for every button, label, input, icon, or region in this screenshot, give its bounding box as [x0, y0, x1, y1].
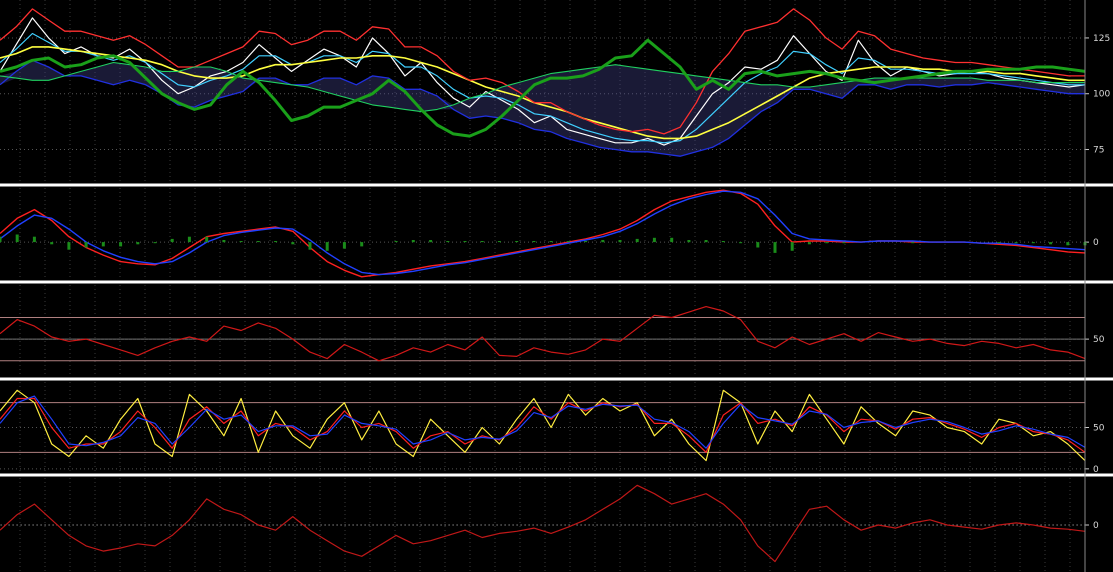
histogram-bar [446, 241, 450, 243]
y-tick-label: 50 [1093, 335, 1105, 345]
y-tick-label: 50 [1093, 424, 1105, 434]
y-tick-label: 0 [1093, 521, 1099, 531]
histogram-bar [170, 238, 174, 243]
histogram-bar [790, 242, 794, 251]
histogram-bar [825, 242, 829, 244]
series-line-price-overlay-6 [0, 38, 1086, 138]
panel-rsi: 50 [0, 285, 1105, 377]
series-line-momentum-0 [0, 484, 1086, 563]
histogram-bar [997, 242, 1001, 244]
y-tick-label: 100 [1093, 90, 1110, 100]
panel-price-overlay: 75 100 125 [0, 0, 1110, 183]
histogram-bar [15, 234, 19, 243]
histogram-bar [1049, 242, 1053, 245]
panel-macd: 0 [0, 188, 1099, 280]
panel-separator [0, 183, 1113, 187]
histogram-bar [187, 236, 191, 243]
histogram-bar [773, 242, 777, 253]
y-tick-label: 0 [1093, 238, 1099, 248]
panel-separator [0, 377, 1113, 381]
y-tick-label: 0 [1093, 465, 1099, 475]
histogram-bar [911, 242, 915, 244]
histogram-bar [101, 242, 105, 247]
histogram-bar [549, 241, 553, 243]
histogram-bar [50, 242, 54, 245]
histogram-bar [205, 236, 209, 243]
histogram-bar [153, 242, 157, 244]
histogram-bar [394, 241, 398, 243]
histogram-bar [325, 242, 329, 251]
histogram-bar [222, 240, 226, 243]
histogram-bar [32, 236, 36, 243]
histogram-bar [136, 242, 140, 245]
histogram-bar [584, 241, 588, 243]
histogram-bar [687, 240, 691, 243]
histogram-bar [601, 240, 605, 243]
histogram-bar [1014, 242, 1018, 244]
panel-separator [0, 280, 1113, 284]
series-line-price-overlay-2 [0, 46, 1085, 140]
series-line-rsi-0 [0, 306, 1086, 362]
histogram-bar [532, 241, 536, 243]
series-line-stochastic-2 [0, 395, 1086, 449]
histogram-bar [429, 240, 433, 243]
series-line-price-overlay-1 [0, 32, 1085, 144]
histogram-bar [756, 242, 760, 248]
histogram-bar [411, 240, 415, 243]
histogram-bar [842, 242, 846, 244]
panel-stochastic: 0 50 [0, 382, 1105, 475]
histogram-bar [1031, 242, 1035, 244]
histogram-bar [704, 240, 708, 243]
histogram-bar [515, 241, 519, 243]
histogram-bar [342, 242, 346, 249]
histogram-bar [291, 242, 295, 245]
histogram-bar [497, 241, 501, 243]
histogram-bar [566, 241, 570, 243]
histogram-bar [239, 241, 243, 243]
series-line-stochastic-1 [0, 397, 1086, 453]
panel-separator [0, 473, 1113, 477]
histogram-bar [308, 242, 312, 250]
histogram-bar [652, 237, 656, 243]
histogram-bar [84, 242, 88, 248]
histogram-bar [721, 241, 725, 243]
histogram-bar [807, 242, 811, 245]
cloud-band [0, 60, 1085, 157]
histogram-bar [0, 236, 2, 243]
histogram-bar [274, 241, 278, 243]
panel-momentum: 0 [0, 478, 1099, 572]
histogram-bar [256, 241, 260, 243]
histogram-bar [480, 241, 484, 243]
histogram-bar [635, 238, 639, 243]
series-line-macd-1 [0, 190, 1086, 276]
y-tick-label: 125 [1093, 34, 1110, 44]
histogram-bar [1066, 242, 1070, 246]
histogram-bar [463, 241, 467, 243]
histogram-bar [360, 242, 364, 247]
histogram-bar [670, 237, 674, 243]
y-tick-label: 75 [1093, 146, 1104, 156]
histogram-bar [618, 240, 622, 243]
histogram-bar [67, 242, 71, 250]
histogram-bar [739, 242, 743, 244]
series-line-price-overlay-0 [0, 17, 1086, 146]
series-line-price-overlay-3 [0, 8, 1085, 135]
histogram-bar [119, 242, 123, 247]
